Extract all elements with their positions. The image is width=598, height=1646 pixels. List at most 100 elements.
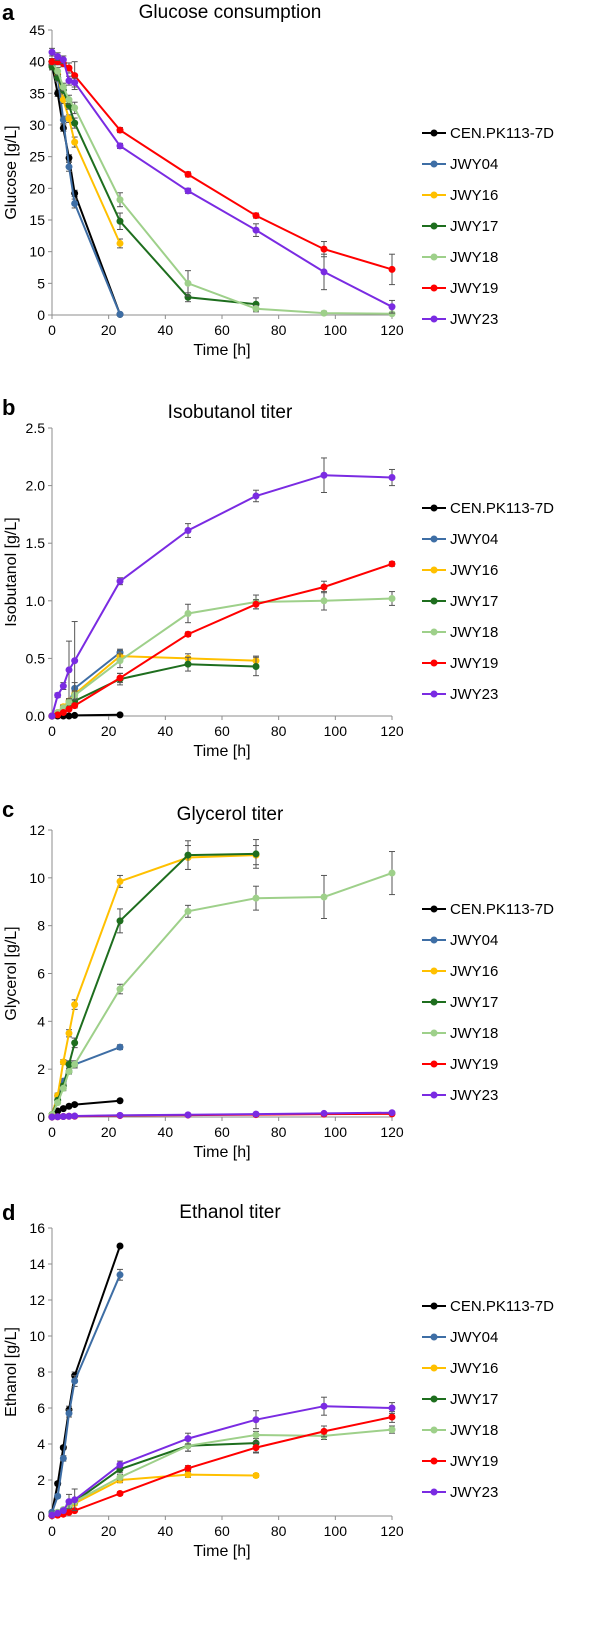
legend-label: JWY23	[450, 1484, 498, 1501]
data-point	[116, 674, 124, 682]
legend-label: JWY16	[450, 562, 498, 579]
legend-label: JWY18	[450, 624, 498, 641]
y-tick-label: 25	[29, 149, 45, 165]
x-tick-label: 80	[271, 723, 287, 739]
data-point	[71, 119, 79, 127]
legend-swatch-marker	[430, 1395, 438, 1403]
y-tick-label: 6	[37, 966, 45, 982]
data-point	[320, 583, 328, 591]
data-point	[320, 1109, 328, 1117]
panel-letter: c	[2, 797, 14, 822]
y-tick-label: 5	[37, 275, 45, 291]
series-JWY16	[48, 58, 124, 249]
legend-label: JWY04	[450, 531, 498, 548]
y-tick-label: 35	[29, 85, 45, 101]
data-point	[320, 1402, 328, 1410]
data-point	[65, 1498, 73, 1506]
legend: CEN.PK113-7D JWY04 JWY16 JWY17 JWY18 JWY19 JWY…	[422, 125, 554, 328]
data-point	[184, 907, 192, 915]
series-line	[51, 66, 257, 306]
x-tick-label: 80	[271, 1124, 287, 1140]
data-point	[116, 577, 124, 585]
y-tick-label: 0.0	[26, 708, 46, 724]
y-tick-label: 15	[29, 212, 45, 228]
data-point	[388, 310, 396, 318]
data-point	[116, 877, 124, 885]
x-tick-label: 0	[48, 723, 56, 739]
series-line	[51, 597, 393, 717]
data-point	[388, 594, 396, 602]
data-point	[388, 560, 396, 568]
legend-swatch-marker	[430, 160, 438, 168]
data-point	[116, 1097, 124, 1105]
data-point	[54, 1509, 62, 1517]
data-point	[48, 1113, 56, 1121]
x-tick-label: 120	[380, 1523, 404, 1539]
legend-label: JWY23	[450, 686, 498, 703]
data-point	[116, 1461, 124, 1469]
data-point	[116, 126, 124, 134]
data-point	[59, 709, 67, 717]
legend-label: JWY17	[450, 593, 498, 610]
data-point	[184, 851, 192, 859]
legend-label: JWY17	[450, 1391, 498, 1408]
x-tick-label: 120	[380, 723, 404, 739]
data-point	[59, 1507, 67, 1515]
data-point	[71, 702, 79, 710]
series-CEN.PK113-7D	[48, 1097, 124, 1120]
data-point	[320, 245, 328, 253]
y-tick-label: 0	[37, 1508, 45, 1524]
data-point	[184, 170, 192, 178]
data-point	[116, 917, 124, 925]
chart-title: Glucose consumption	[139, 2, 322, 23]
y-tick-label: 8	[37, 918, 45, 934]
y-tick-label: 4	[37, 1013, 45, 1029]
legend-label: JWY16	[450, 187, 498, 204]
series-JWY18	[48, 58, 396, 318]
series-JWY18	[48, 851, 396, 1119]
x-axis-label: Time [h]	[193, 1543, 250, 1560]
series-JWY23	[48, 47, 396, 314]
y-tick-label: 45	[29, 22, 45, 38]
data-point	[388, 474, 396, 482]
data-point	[59, 56, 67, 64]
x-tick-label: 80	[271, 322, 287, 338]
y-tick-label: 12	[29, 1292, 45, 1308]
data-point	[252, 492, 260, 500]
x-tick-label: 20	[101, 723, 117, 739]
data-point	[184, 660, 192, 668]
panel-letter: b	[2, 395, 15, 420]
data-point	[54, 1099, 62, 1107]
x-axis-label: Time [h]	[193, 342, 250, 359]
chart-title: Glycerol titer	[177, 804, 284, 825]
data-point	[54, 1492, 62, 1500]
data-point	[71, 72, 79, 80]
series-JWY18	[48, 1425, 396, 1519]
y-tick-label: 0	[37, 307, 45, 323]
legend-swatch-marker	[430, 1029, 438, 1037]
x-tick-label: 0	[48, 322, 56, 338]
y-tick-label: 10	[29, 1328, 45, 1344]
data-point	[116, 657, 124, 665]
data-point	[59, 1113, 67, 1121]
data-point	[252, 600, 260, 608]
y-axis-label: Glucose [g/L]	[3, 125, 20, 219]
data-point	[71, 1060, 79, 1068]
data-point	[116, 711, 124, 719]
data-point	[116, 239, 124, 247]
legend-swatch-marker	[430, 1364, 438, 1372]
legend-swatch-marker	[430, 1091, 438, 1099]
data-point	[116, 1043, 124, 1051]
x-tick-label: 100	[324, 1124, 348, 1140]
data-point	[65, 1060, 73, 1068]
data-point	[54, 67, 62, 75]
data-point	[184, 1435, 192, 1443]
data-point	[71, 1039, 79, 1047]
y-tick-label: 2	[37, 1061, 45, 1077]
data-point	[252, 662, 260, 670]
data-point	[320, 1427, 328, 1435]
x-axis-label: Time [h]	[193, 743, 250, 760]
series-line	[51, 61, 393, 315]
data-point	[252, 850, 260, 858]
